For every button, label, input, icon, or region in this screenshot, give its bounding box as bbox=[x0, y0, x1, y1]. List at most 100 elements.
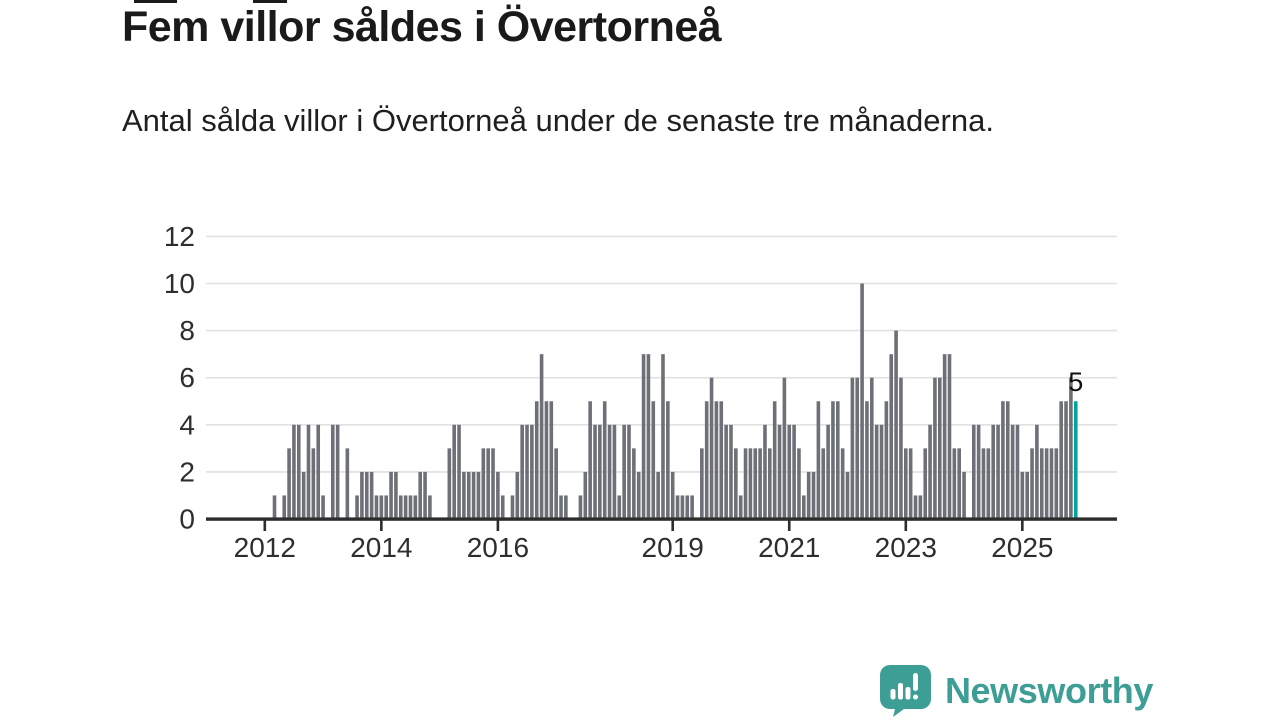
bar bbox=[933, 377, 937, 519]
bar bbox=[899, 377, 903, 519]
bar bbox=[632, 448, 636, 519]
x-axis-tick-label: 2012 bbox=[234, 532, 296, 563]
y-axis-tick-label: 0 bbox=[179, 504, 195, 535]
bar bbox=[389, 471, 393, 519]
bar bbox=[889, 354, 894, 519]
bar bbox=[923, 448, 928, 519]
bar bbox=[971, 424, 976, 519]
bar bbox=[962, 471, 966, 519]
bar bbox=[452, 424, 456, 519]
bar bbox=[1001, 401, 1005, 519]
bar bbox=[811, 471, 816, 519]
bar bbox=[792, 424, 796, 519]
bar bbox=[301, 471, 306, 519]
bar bbox=[903, 448, 908, 519]
bar bbox=[743, 448, 748, 519]
bar bbox=[491, 448, 495, 519]
bar bbox=[806, 471, 811, 519]
x-axis-tick-label: 2016 bbox=[467, 532, 529, 563]
bar bbox=[1069, 377, 1073, 519]
bar bbox=[1059, 401, 1063, 519]
bar bbox=[311, 448, 316, 519]
bar bbox=[840, 448, 845, 519]
bar bbox=[952, 448, 957, 519]
bar bbox=[850, 377, 855, 519]
bar bbox=[306, 424, 311, 519]
bar bbox=[860, 283, 864, 519]
chart-subtitle: Antal sålda villor i Övertorneå under de… bbox=[122, 103, 994, 138]
bar bbox=[908, 448, 913, 519]
bar bbox=[753, 448, 758, 519]
bar bbox=[641, 354, 646, 519]
bar bbox=[836, 401, 840, 519]
bar bbox=[714, 401, 719, 519]
bar bbox=[583, 471, 588, 519]
bar bbox=[709, 377, 714, 519]
x-axis-line bbox=[206, 517, 1117, 521]
bar bbox=[287, 448, 291, 519]
bar bbox=[1005, 401, 1010, 519]
bar bbox=[364, 471, 369, 519]
bar bbox=[1010, 424, 1015, 519]
bar bbox=[787, 424, 792, 519]
bar bbox=[661, 354, 665, 519]
bar bbox=[894, 330, 898, 519]
bar bbox=[913, 495, 918, 519]
bar bbox=[282, 495, 287, 519]
bar bbox=[928, 424, 932, 519]
bar bbox=[772, 401, 777, 519]
bar bbox=[369, 471, 374, 519]
bar bbox=[418, 471, 422, 519]
bar bbox=[802, 495, 806, 519]
bar bbox=[797, 448, 801, 519]
bar bbox=[782, 377, 787, 519]
bar bbox=[413, 495, 418, 519]
bar bbox=[428, 495, 432, 519]
page-title: Fem villor såldes i Övertorneå bbox=[122, 3, 722, 51]
bar bbox=[345, 448, 350, 519]
bar bbox=[534, 401, 539, 519]
y-axis-tick-label: 10 bbox=[164, 268, 195, 299]
bar bbox=[768, 448, 772, 519]
bar bbox=[330, 424, 335, 519]
bar bbox=[680, 495, 685, 519]
bar bbox=[1049, 448, 1054, 519]
bar bbox=[510, 495, 515, 519]
bar bbox=[520, 424, 524, 519]
bar bbox=[539, 354, 544, 519]
bar bbox=[865, 401, 869, 519]
bar bbox=[937, 377, 942, 519]
clipped-content-artifact bbox=[134, 0, 177, 3]
clipped-content-artifact bbox=[253, 0, 287, 3]
x-axis-tick-label: 2014 bbox=[350, 532, 412, 563]
bar bbox=[530, 424, 534, 519]
bar bbox=[423, 471, 427, 519]
bar bbox=[355, 495, 359, 519]
bar bbox=[607, 424, 612, 519]
bar bbox=[690, 495, 694, 519]
y-axis-tick-label: 2 bbox=[179, 456, 195, 487]
bar bbox=[471, 471, 476, 519]
bar bbox=[729, 424, 733, 519]
bar bbox=[1054, 448, 1059, 519]
bar bbox=[598, 424, 602, 519]
bar bbox=[646, 354, 651, 519]
bar bbox=[670, 471, 675, 519]
bar bbox=[734, 448, 738, 519]
bar bbox=[627, 424, 631, 519]
bar bbox=[826, 424, 830, 519]
highlight-value-label: 5 bbox=[1068, 367, 1083, 397]
bar bbox=[1025, 471, 1029, 519]
bar bbox=[656, 471, 660, 519]
y-axis-tick-label: 8 bbox=[179, 315, 195, 346]
bar bbox=[525, 424, 529, 519]
highlight-bar bbox=[1073, 401, 1078, 519]
bar bbox=[942, 354, 947, 519]
bar bbox=[564, 495, 568, 519]
bar bbox=[466, 471, 471, 519]
bar bbox=[996, 424, 1000, 519]
x-axis-tick-label: 2019 bbox=[642, 532, 704, 563]
x-axis-tick-label: 2025 bbox=[991, 532, 1053, 563]
bar bbox=[374, 495, 379, 519]
